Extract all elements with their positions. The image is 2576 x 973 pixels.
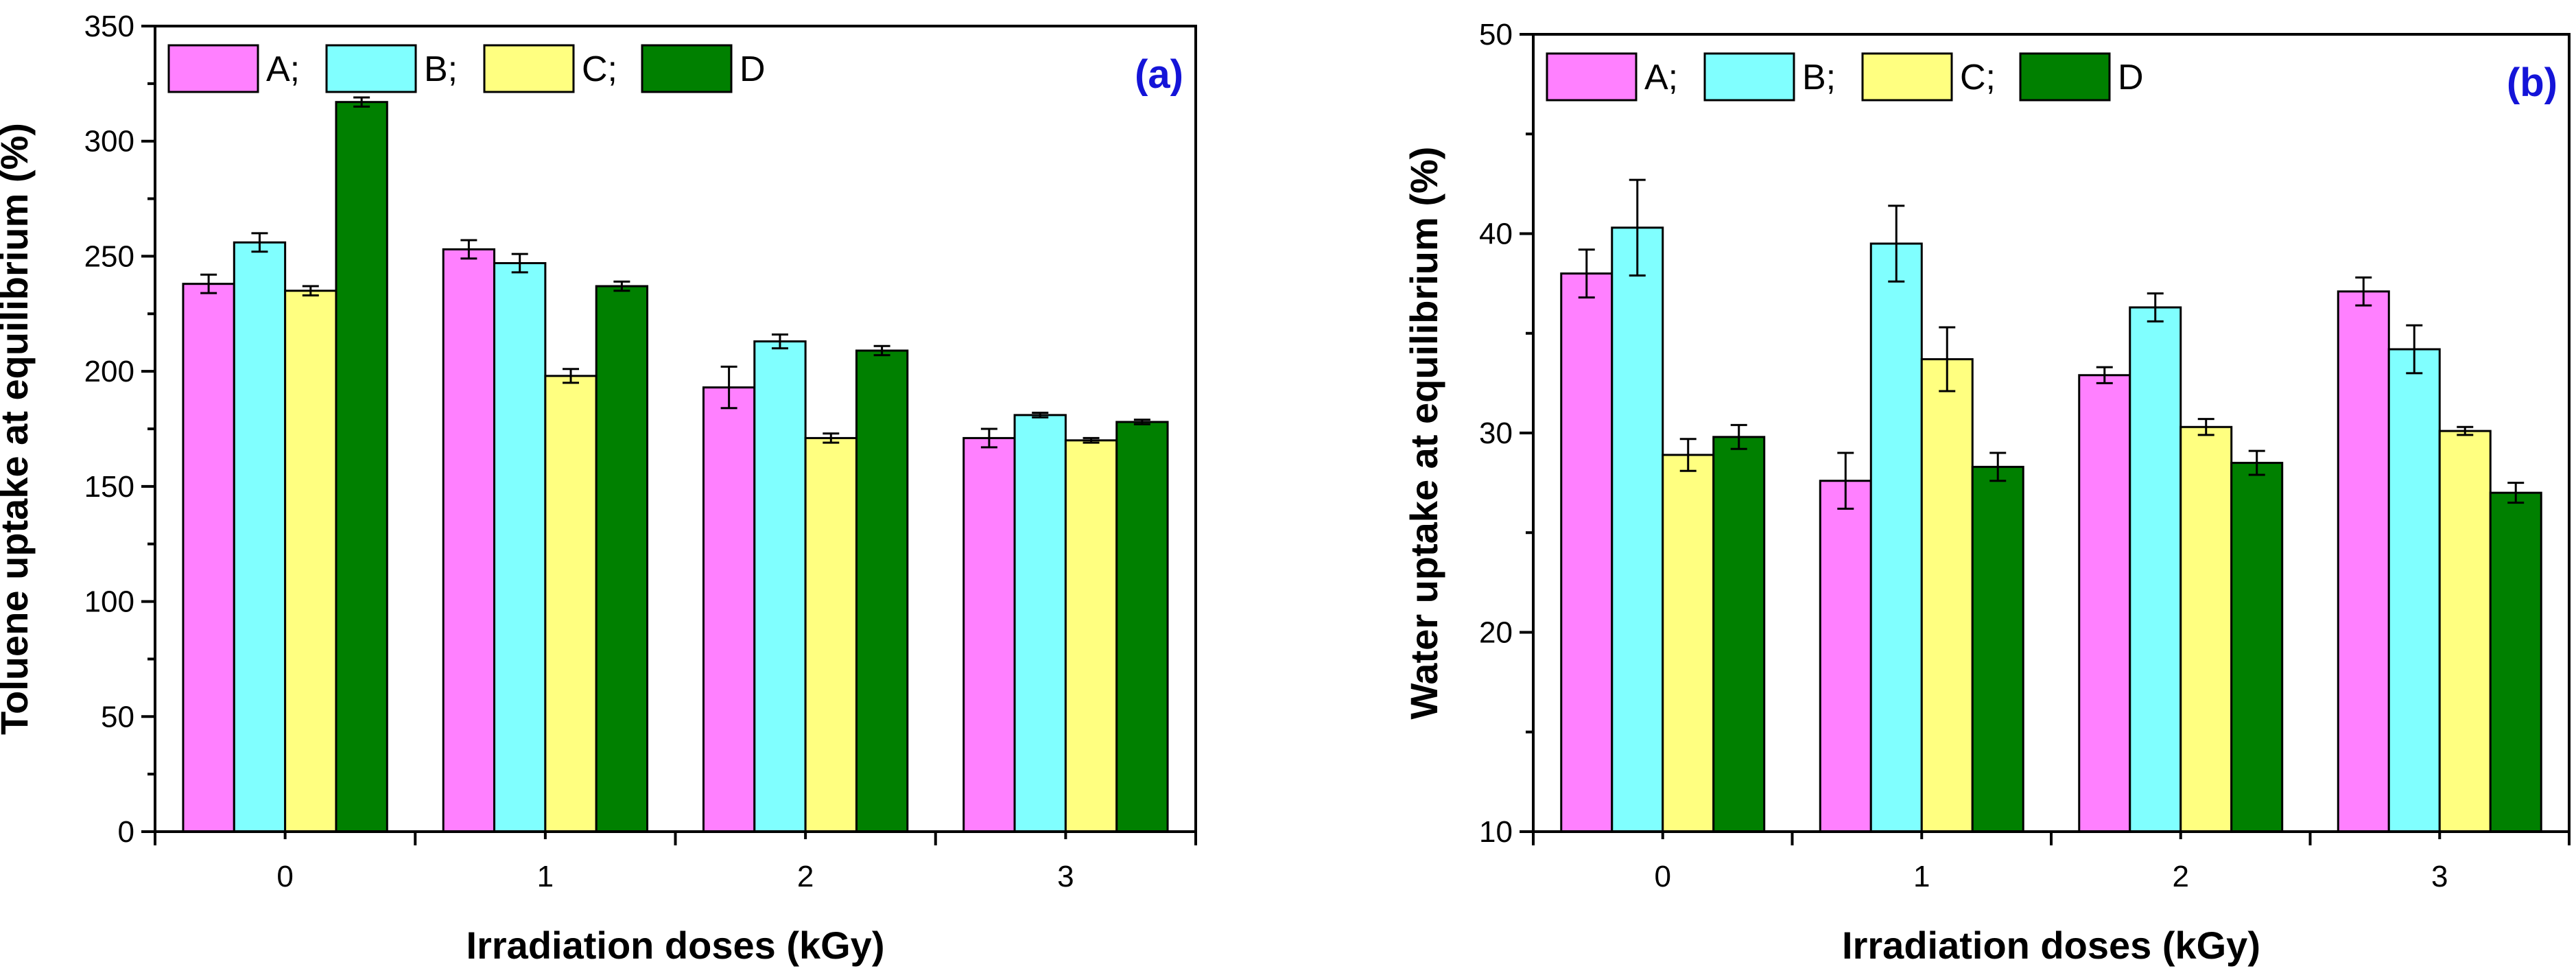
legend-label: B; bbox=[424, 49, 458, 89]
bar-a-1 bbox=[1819, 480, 1872, 833]
bar-c-1 bbox=[544, 375, 598, 833]
x-tick-label: 0 bbox=[1655, 860, 1671, 893]
x-tick-label: 2 bbox=[797, 860, 814, 893]
bar-d-2 bbox=[855, 349, 909, 833]
bar-b-2 bbox=[2129, 306, 2182, 833]
y-tick-label: 250 bbox=[84, 239, 134, 273]
y-axis-title: Toluene uptake at equilibrium (%) bbox=[0, 123, 36, 735]
bar-c-2 bbox=[804, 436, 858, 833]
bar-b-3 bbox=[2387, 348, 2441, 833]
bar-d-2 bbox=[2230, 462, 2284, 833]
bar-a-0 bbox=[182, 283, 235, 833]
legend-swatch bbox=[1861, 52, 1953, 102]
y-tick-label: 20 bbox=[1479, 616, 1513, 650]
y-tick-label: 200 bbox=[84, 355, 134, 388]
x-tick-label: 2 bbox=[2173, 860, 2189, 893]
y-tick-label: 30 bbox=[1479, 417, 1513, 450]
bar-d-0 bbox=[335, 101, 388, 833]
panel-label: (a) bbox=[1135, 52, 1183, 97]
bar-a-3 bbox=[2337, 290, 2390, 833]
y-tick-label: 100 bbox=[84, 585, 134, 619]
chart-panel-1: 10 20 30 40 50 0 1 2 3 Irradiation doses (kGy) Wat… bbox=[1402, 18, 2571, 967]
y-tick-label: 40 bbox=[1479, 218, 1513, 251]
bar-b-1 bbox=[1869, 242, 1923, 833]
legend-label: D bbox=[740, 49, 766, 89]
bar-c-2 bbox=[2179, 425, 2233, 833]
bar-d-3 bbox=[2489, 491, 2542, 833]
bar-c-3 bbox=[1064, 439, 1118, 833]
legend-swatch bbox=[167, 44, 259, 93]
bar-a-2 bbox=[702, 386, 756, 833]
y-tick-label: 350 bbox=[84, 10, 134, 43]
legend-swatch bbox=[641, 44, 733, 93]
panel-label: (b) bbox=[2507, 60, 2557, 105]
x-tick-label: 1 bbox=[1913, 860, 1930, 893]
bar-b-0 bbox=[1611, 226, 1664, 833]
legend-label: A; bbox=[266, 49, 300, 89]
legend-label: B; bbox=[1802, 58, 1836, 97]
chart-panel-0: 0 50 100 150 200 250 300 350 0 1 2 3 Irradiation dos… bbox=[0, 10, 1197, 967]
bar-d-1 bbox=[1971, 465, 2024, 833]
legend-swatch bbox=[1546, 52, 1638, 102]
y-axis-title: Water uptake at equilibrium (%) bbox=[1402, 147, 1445, 720]
y-tick-label: 150 bbox=[84, 470, 134, 504]
legend-label: D bbox=[2118, 58, 2144, 97]
bar-c-0 bbox=[1662, 454, 1715, 833]
x-tick-label: 3 bbox=[1057, 860, 1074, 893]
bar-a-2 bbox=[2078, 374, 2131, 833]
x-tick-label: 0 bbox=[276, 860, 293, 893]
bar-b-1 bbox=[493, 261, 547, 833]
legend-swatch bbox=[325, 44, 417, 93]
bar-a-0 bbox=[1560, 272, 1614, 833]
bar-b-3 bbox=[1013, 414, 1067, 833]
legend-label: C; bbox=[582, 49, 617, 89]
x-tick-label: 1 bbox=[537, 860, 554, 893]
bar-a-3 bbox=[962, 436, 1016, 833]
legend-swatch bbox=[2019, 52, 2111, 102]
y-tick-label: 0 bbox=[118, 815, 134, 849]
bar-c-3 bbox=[2438, 430, 2492, 833]
bar-d-1 bbox=[595, 285, 649, 833]
bar-c-1 bbox=[1920, 358, 1974, 833]
legend-label: C; bbox=[1960, 58, 1996, 97]
legend-label: A; bbox=[1644, 58, 1678, 97]
bar-d-0 bbox=[1712, 436, 1766, 833]
legend-swatch bbox=[1703, 52, 1795, 102]
bar-b-0 bbox=[233, 241, 287, 833]
bar-c-0 bbox=[284, 290, 338, 833]
bar-a-1 bbox=[442, 248, 496, 833]
legend-swatch bbox=[483, 44, 575, 93]
bar-b-2 bbox=[753, 340, 807, 833]
x-axis-title: Irradiation doses (kGy) bbox=[1842, 924, 2260, 967]
y-tick-label: 50 bbox=[1479, 18, 1513, 51]
bar-d-3 bbox=[1115, 421, 1169, 833]
y-tick-label: 50 bbox=[101, 700, 134, 734]
x-axis-title: Irradiation doses (kGy) bbox=[466, 924, 885, 967]
y-tick-label: 300 bbox=[84, 125, 134, 159]
y-tick-label: 10 bbox=[1479, 815, 1513, 849]
x-tick-label: 3 bbox=[2431, 860, 2448, 893]
